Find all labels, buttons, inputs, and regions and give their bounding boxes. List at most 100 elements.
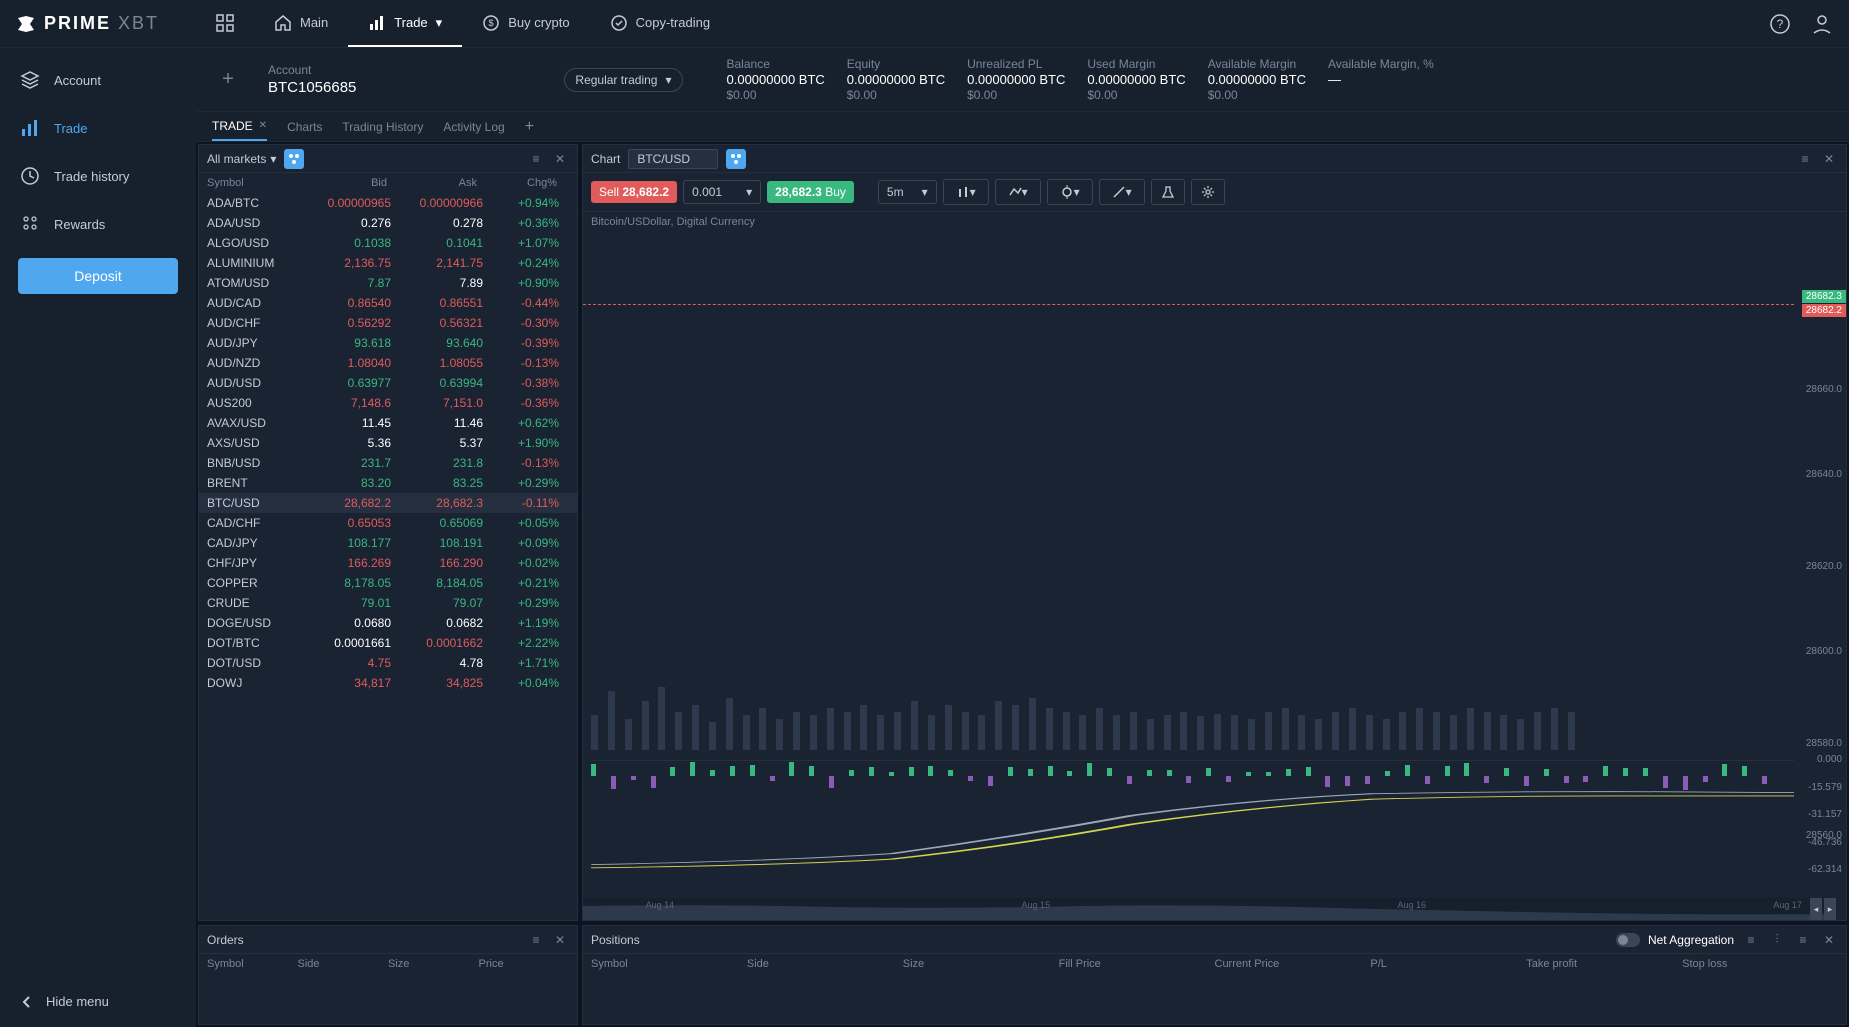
hide-menu-button[interactable]: Hide menu: [0, 976, 196, 1027]
macd-bar: [1325, 776, 1330, 787]
markets-dropdown[interactable]: All markets ▾: [207, 152, 276, 166]
sidebar-item-rewards[interactable]: Rewards: [0, 200, 196, 248]
settings-icon[interactable]: [1191, 179, 1225, 205]
nav-main[interactable]: Main: [254, 0, 348, 47]
tab-trade[interactable]: TRADE✕: [212, 113, 267, 141]
market-row[interactable]: AUD/USD0.639770.63994-0.38%: [199, 373, 577, 393]
macd-bar: [1365, 776, 1370, 784]
tab-activity-log[interactable]: Activity Log: [443, 114, 504, 140]
volume-bar: [1383, 719, 1390, 751]
market-symbol: AUS200: [207, 396, 301, 410]
menu-icon[interactable]: ≡: [1794, 931, 1812, 949]
chart-navigator[interactable]: Aug 14Aug 15Aug 16Aug 17 ▸ ◂: [583, 898, 1836, 920]
add-tab-button[interactable]: +: [525, 118, 534, 136]
net-aggregation-toggle[interactable]: [1616, 933, 1640, 947]
market-row[interactable]: ADA/USD0.2760.278+0.36%: [199, 213, 577, 233]
market-row[interactable]: AUD/NZD1.080401.08055-0.13%: [199, 353, 577, 373]
market-bid: 93.618: [301, 336, 391, 350]
menu-icon[interactable]: ≡: [1796, 150, 1814, 168]
market-row[interactable]: AUD/JPY93.61893.640-0.39%: [199, 333, 577, 353]
market-row[interactable]: CAD/CHF0.650530.65069+0.05%: [199, 513, 577, 533]
market-row[interactable]: DOWJ34,81734,825+0.04%: [199, 673, 577, 693]
flask-button[interactable]: [1151, 179, 1185, 205]
market-row[interactable]: COPPER8,178.058,184.05+0.21%: [199, 573, 577, 593]
menu-icon[interactable]: ≡: [527, 931, 545, 949]
market-row[interactable]: AUD/CAD0.865400.86551-0.44%: [199, 293, 577, 313]
market-row[interactable]: ATOM/USD7.877.89+0.90%: [199, 273, 577, 293]
close-icon[interactable]: ✕: [551, 931, 569, 949]
volume-bar: [776, 719, 783, 751]
market-row[interactable]: DOT/USD4.754.78+1.71%: [199, 653, 577, 673]
sidebar-item-trade-history[interactable]: Trade history: [0, 152, 196, 200]
macd-bar: [1722, 764, 1727, 776]
chart-filter-icon[interactable]: [726, 149, 746, 169]
volume-bar: [1231, 715, 1238, 750]
close-icon[interactable]: ✕: [1820, 150, 1838, 168]
chart-area[interactable]: Bitcoin/USDollar, Digital Currency 28682…: [583, 212, 1846, 920]
stat-label: Available Margin: [1208, 57, 1306, 71]
indicators-button[interactable]: ▾: [995, 179, 1041, 205]
filter-icon[interactable]: ⫶: [1768, 931, 1786, 949]
crosshair-button[interactable]: ▾: [1047, 179, 1093, 205]
macd-bar: [1167, 770, 1172, 776]
sidebar-item-account[interactable]: Account: [0, 56, 196, 104]
nav-buy-crypto[interactable]: $ Buy crypto: [462, 0, 589, 47]
market-row[interactable]: CHF/JPY166.269166.290+0.02%: [199, 553, 577, 573]
nav-date-label: Aug 15: [1022, 900, 1051, 910]
markets-filter-icon[interactable]: [284, 149, 304, 169]
close-icon[interactable]: ✕: [259, 120, 267, 131]
menu-icon[interactable]: ≡: [527, 150, 545, 168]
macd-bar: [1266, 772, 1271, 776]
close-icon[interactable]: ✕: [551, 150, 569, 168]
chevron-down-icon: ▾: [922, 185, 928, 199]
volume-bar: [962, 712, 969, 751]
account-id: BTC1056685: [268, 79, 356, 96]
candle-type-button[interactable]: ▾: [943, 179, 989, 205]
net-aggregation-label: Net Aggregation: [1648, 933, 1734, 947]
chevron-down-icon: ▾: [746, 185, 752, 199]
market-symbol: AUD/CAD: [207, 296, 301, 310]
market-row[interactable]: ALUMINIUM2,136.752,141.75+0.24%: [199, 253, 577, 273]
macd-bar: [1226, 776, 1231, 782]
market-row[interactable]: AUD/CHF0.562920.56321-0.30%: [199, 313, 577, 333]
market-row[interactable]: AXS/USD5.365.37+1.90%: [199, 433, 577, 453]
macd-bar: [670, 767, 675, 776]
market-row[interactable]: CRUDE79.0179.07+0.29%: [199, 593, 577, 613]
trade-mode-selector[interactable]: Regular trading ▾: [564, 68, 682, 92]
list-icon[interactable]: ≡: [1742, 931, 1760, 949]
market-row[interactable]: AVAX/USD11.4511.46+0.62%: [199, 413, 577, 433]
market-symbol: DOT/BTC: [207, 636, 301, 650]
timeframe-selector[interactable]: 5m▾: [878, 180, 937, 204]
deposit-button[interactable]: Deposit: [18, 258, 178, 294]
sell-button[interactable]: Sell 28,682.2: [591, 181, 677, 203]
market-row[interactable]: DOGE/USD0.06800.0682+1.19%: [199, 613, 577, 633]
y-axis-tick: 28660.0: [1806, 384, 1842, 395]
help-icon[interactable]: ?: [1769, 13, 1791, 35]
market-row[interactable]: BTC/USD28,682.228,682.3-0.11%: [199, 493, 577, 513]
user-icon[interactable]: [1811, 13, 1833, 35]
close-icon[interactable]: ✕: [1820, 931, 1838, 949]
buy-button[interactable]: 28,682.3 Buy: [767, 181, 854, 203]
market-row[interactable]: AUS2007,148.67,151.0-0.36%: [199, 393, 577, 413]
quantity-selector[interactable]: 0.001▾: [683, 180, 761, 204]
market-row[interactable]: CAD/JPY108.177108.191+0.09%: [199, 533, 577, 553]
market-row[interactable]: BNB/USD231.7231.8-0.13%: [199, 453, 577, 473]
macd-bar: [1107, 768, 1112, 776]
tab-trading-history[interactable]: Trading History: [342, 114, 423, 140]
macd-bar: [1643, 768, 1648, 776]
market-row[interactable]: ADA/BTC0.000009650.00000966+0.94%: [199, 193, 577, 213]
tab-charts[interactable]: Charts: [287, 114, 322, 140]
market-row[interactable]: ALGO/USD0.10380.1041+1.07%: [199, 233, 577, 253]
col-size: Size: [388, 958, 479, 970]
col-price: Price: [479, 958, 570, 970]
nav-copy-trading[interactable]: Copy-trading: [590, 0, 730, 47]
nav-trade[interactable]: Trade ▾: [348, 0, 462, 47]
sidebar-item-trade[interactable]: Trade: [0, 104, 196, 152]
draw-button[interactable]: ▾: [1099, 179, 1145, 205]
market-row[interactable]: BRENT83.2083.25+0.29%: [199, 473, 577, 493]
nav-dashboard[interactable]: [196, 0, 254, 47]
market-row[interactable]: DOT/BTC0.00016610.0001662+2.22%: [199, 633, 577, 653]
macd-tick: -15.579: [1808, 782, 1842, 793]
add-account-button[interactable]: +: [212, 64, 244, 96]
chart-symbol[interactable]: BTC/USD: [628, 149, 718, 169]
